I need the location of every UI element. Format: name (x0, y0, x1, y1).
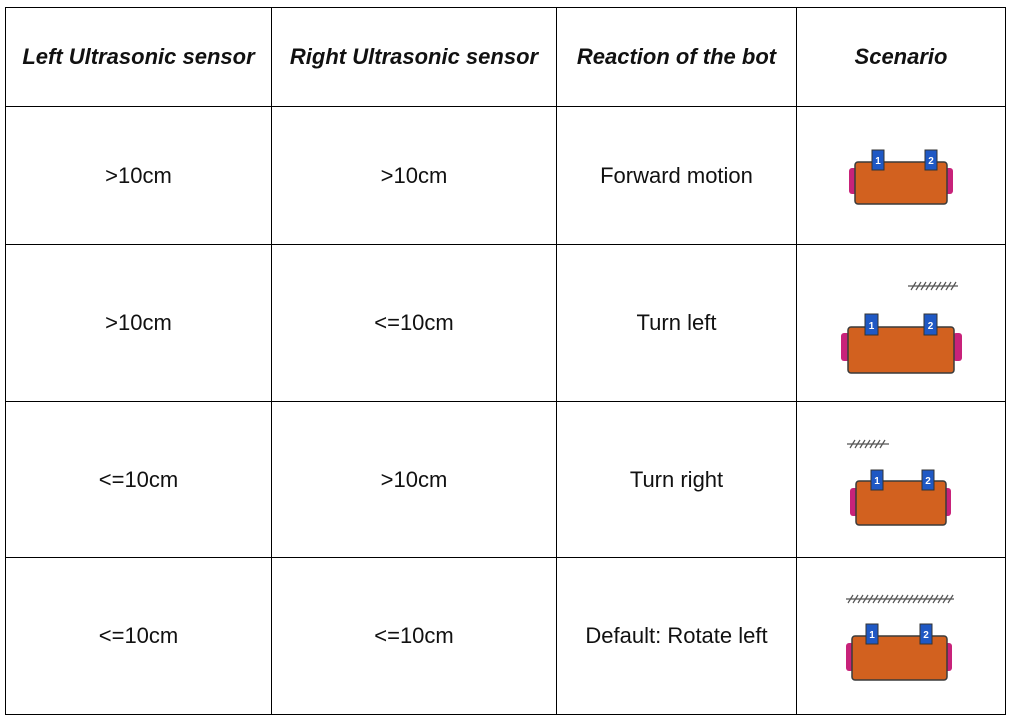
robot-body (855, 479, 947, 526)
sensor-2 (921, 469, 935, 490)
obstacle-both-icon (846, 594, 954, 604)
sensor-1-label: 1 (874, 476, 880, 487)
sensor-1 (871, 149, 885, 170)
sensor-1-label: 1 (875, 156, 881, 167)
left-sensor-value: >10cm (5, 244, 272, 402)
sensor-2-label: 2 (923, 630, 929, 641)
sensor-1 (870, 469, 884, 490)
reaction-text: Forward motion (556, 106, 797, 245)
right-sensor-value: <=10cm (271, 244, 557, 402)
header-row: Left Ultrasonic sensor Right Ultrasonic … (5, 7, 1006, 107)
sensor-2 (923, 313, 938, 336)
scenario-cell: 1 2 (796, 244, 1006, 402)
obstacle-right-icon (908, 281, 958, 291)
right-sensor-value: >10cm (271, 401, 557, 558)
reaction-text: Turn right (556, 401, 797, 558)
header-scenario: Scenario (796, 7, 1006, 107)
robot-scenario-rotate-left-image: 1 2 (846, 594, 954, 681)
robot-scenario-turn-left-image: 1 2 (841, 281, 962, 374)
scenario-cell: 1 2 (796, 557, 1006, 715)
table-row: <=10cm <=10cm Default: Rotate left (5, 557, 1006, 715)
sensor-1 (864, 313, 879, 336)
scenario-cell: 1 2 (796, 106, 1006, 245)
sensor-2-label: 2 (928, 156, 934, 167)
sensor-1-label: 1 (869, 630, 875, 641)
sensor-2 (924, 149, 938, 170)
robot-body (847, 326, 955, 374)
header-right-sensor: Right Ultrasonic sensor (271, 7, 557, 107)
left-sensor-value: <=10cm (5, 401, 272, 558)
robot-body (851, 635, 948, 681)
sensor-2 (919, 623, 933, 645)
scenario-cell: 1 2 (796, 401, 1006, 558)
left-sensor-value: <=10cm (5, 557, 272, 715)
left-sensor-value: >10cm (5, 106, 272, 245)
sensor-1-label: 1 (869, 321, 875, 332)
robot-scenario-turn-right-image: 1 2 (847, 439, 951, 526)
header-reaction: Reaction of the bot (556, 7, 797, 107)
header-left-sensor: Left Ultrasonic sensor (5, 7, 272, 107)
table-row: >10cm >10cm Forward motion 1 2 (5, 106, 1006, 245)
sensor-2-label: 2 (928, 321, 934, 332)
obstacle-left-icon (847, 439, 889, 448)
right-wheel (953, 333, 962, 361)
sensor-1 (865, 623, 879, 645)
sensor-2-label: 2 (925, 476, 931, 487)
right-sensor-value: >10cm (271, 106, 557, 245)
right-sensor-value: <=10cm (271, 557, 557, 715)
robot-body (854, 160, 948, 205)
table-row: <=10cm >10cm Turn right (5, 401, 1006, 558)
robot-scenario-forward-image: 1 2 (849, 149, 953, 205)
sensor-reaction-table: Left Ultrasonic sensor Right Ultrasonic … (5, 7, 1006, 715)
reaction-text: Default: Rotate left (556, 557, 797, 715)
reaction-text: Turn left (556, 244, 797, 402)
table-row: >10cm <=10cm Turn left (5, 244, 1006, 402)
